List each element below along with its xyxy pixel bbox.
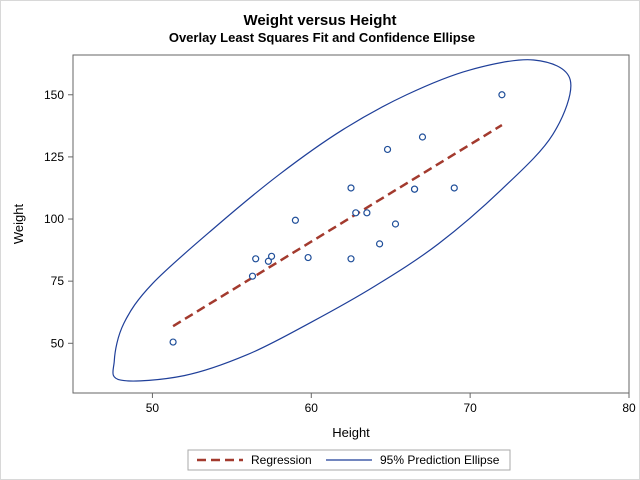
x-tick-label: 80 (622, 401, 636, 415)
data-point (253, 256, 259, 262)
y-axis-label: Weight (11, 204, 26, 245)
data-point (419, 134, 425, 140)
data-point (250, 273, 256, 279)
data-point (269, 253, 275, 259)
legend-ellipse-label: 95% Prediction Ellipse (380, 453, 500, 467)
x-tick-label: 60 (305, 401, 319, 415)
data-point (412, 186, 418, 192)
data-point (348, 185, 354, 191)
data-point (353, 210, 359, 216)
legend: Regression 95% Prediction Ellipse (188, 450, 510, 470)
data-point (348, 256, 354, 262)
data-point (451, 185, 457, 191)
y-tick-label: 150 (44, 88, 64, 102)
y-tick-label: 50 (51, 336, 65, 350)
y-tick-label: 100 (44, 212, 64, 226)
chart-title: Weight versus Height (243, 12, 396, 29)
data-point (385, 146, 391, 152)
data-point (364, 210, 370, 216)
data-point (305, 255, 311, 261)
x-axis-label: Height (332, 425, 370, 440)
y-tick-label: 75 (51, 274, 65, 288)
x-tick-label: 50 (146, 401, 160, 415)
data-point (170, 339, 176, 345)
data-point (377, 241, 383, 247)
x-tick-label: 70 (463, 401, 477, 415)
chart-border (1, 1, 640, 480)
data-point (292, 217, 298, 223)
data-point (392, 221, 398, 227)
legend-regression-label: Regression (251, 453, 312, 467)
data-point (499, 92, 505, 98)
chart: Weight versus Height Overlay Least Squar… (0, 0, 640, 480)
chart-subtitle: Overlay Least Squares Fit and Confidence… (169, 30, 475, 45)
y-tick-label: 125 (44, 150, 64, 164)
